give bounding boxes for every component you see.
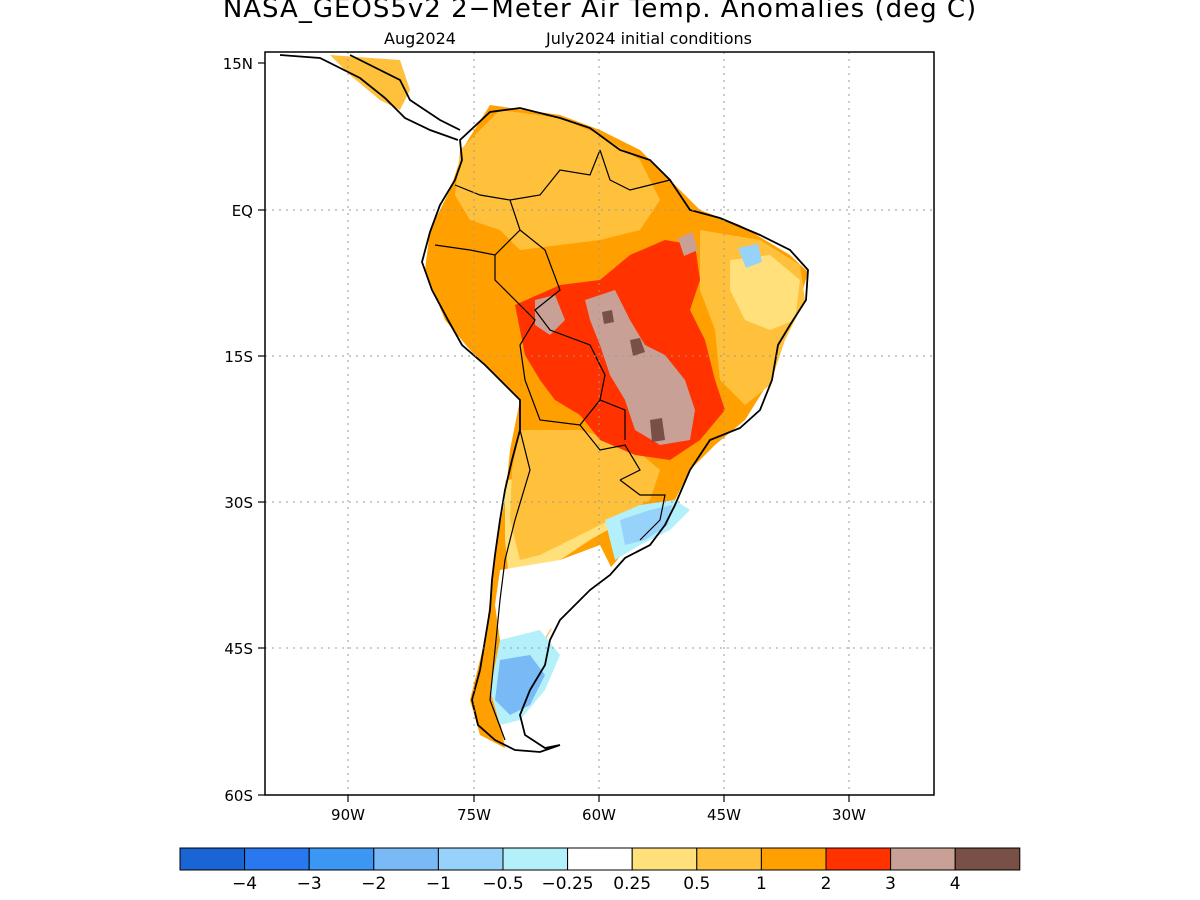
lon-label-90w: 90W (331, 806, 365, 824)
lat-label-30s: 30S (224, 494, 253, 512)
colorbar-swatch (631, 847, 698, 871)
lat-label-15s: 15S (224, 348, 253, 366)
colorbar-swatch (244, 847, 310, 871)
colorbar-swatch (308, 847, 375, 871)
colorbar-label: 2 (821, 874, 832, 894)
lat-label-60s: 60S (224, 787, 253, 805)
anomaly-region-dark-brown-2 (650, 418, 665, 442)
anomaly-region-neutral (495, 545, 615, 660)
lat-label-45s: 45S (224, 640, 253, 658)
axis-ticks (258, 62, 850, 802)
initial-conditions-label: July2024 initial conditions (546, 29, 752, 48)
colorbar-label: 0.5 (683, 874, 710, 894)
anomaly-region-blue-patagonia (495, 655, 545, 715)
colorbar-label: −4 (232, 874, 257, 894)
anomaly-region-pink-west (535, 295, 565, 335)
colorbar-swatch (373, 847, 439, 871)
lon-label-45w: 45W (707, 806, 741, 824)
colorbar-label: 3 (885, 874, 896, 894)
anomaly-region-blue-ne-brazil (738, 244, 762, 268)
lat-label-15n: 15N (223, 55, 253, 73)
border-brazil-west (519, 229, 606, 401)
colorbar-swatch (567, 847, 633, 871)
anomaly-region-central-america (330, 55, 410, 110)
anomaly-region-pink (585, 290, 695, 445)
colorbar-label: −3 (297, 874, 322, 894)
anomaly-region-blue-uruguay (620, 505, 672, 545)
lon-label-60w: 60W (582, 806, 616, 824)
lat-label-eq: EQ (232, 202, 253, 220)
anomaly-region-light-orange-north (455, 110, 660, 250)
country-borders (434, 149, 671, 741)
anomaly-region-dark-brown-1 (630, 338, 645, 356)
anomaly-region-yellow-ne (730, 255, 800, 330)
colorbar-swatch (502, 847, 569, 871)
colorbar-swatch (179, 847, 246, 871)
anomaly-region-pink-north (678, 232, 698, 256)
border-bolivia (524, 379, 626, 440)
colorbar-swatch (825, 847, 892, 871)
south-america-coastline (421, 107, 809, 753)
colorbar-swatch (954, 847, 1021, 871)
anomaly-region-light-orange-south (510, 430, 660, 560)
colorbar-swatch (437, 847, 504, 871)
colorbar-label: 4 (950, 874, 961, 894)
anomaly-field (330, 55, 808, 748)
colorbar: −4 −3 −2 −1 −0.5 −0.25 0.25 0.5 1 2 3 4 (179, 847, 1021, 894)
colorbar-label: −0.25 (542, 874, 594, 894)
border-argentina-chile (489, 429, 531, 741)
colorbar-swatch (760, 847, 827, 871)
border-venezuela (509, 149, 601, 201)
coastlines (279, 54, 809, 753)
colorbar-swatch (696, 847, 762, 871)
graticule (265, 52, 934, 795)
colorbar-label: −0.5 (482, 874, 523, 894)
colorbar-swatch (890, 847, 956, 871)
border-guianas (599, 149, 671, 191)
colorbar-label: −1 (426, 874, 451, 894)
border-uruguay (619, 479, 666, 541)
central-america-coastline (279, 54, 459, 141)
colorbar-label: 0.25 (613, 874, 651, 894)
border-peru (494, 255, 536, 381)
colorbar-label: −2 (361, 874, 386, 894)
map-title: NASA_GEOS5v2 2−Meter Air Temp. Anomalies… (222, 0, 978, 24)
border-paraguay (579, 424, 641, 481)
central-america-north-coast (349, 54, 461, 131)
colorbar-label: 1 (756, 874, 767, 894)
forecast-month: Aug2024 (384, 29, 456, 48)
lon-label-30w: 30W (832, 806, 866, 824)
anomaly-region-dark-brown-3 (602, 310, 614, 324)
lon-label-75w: 75W (457, 806, 491, 824)
